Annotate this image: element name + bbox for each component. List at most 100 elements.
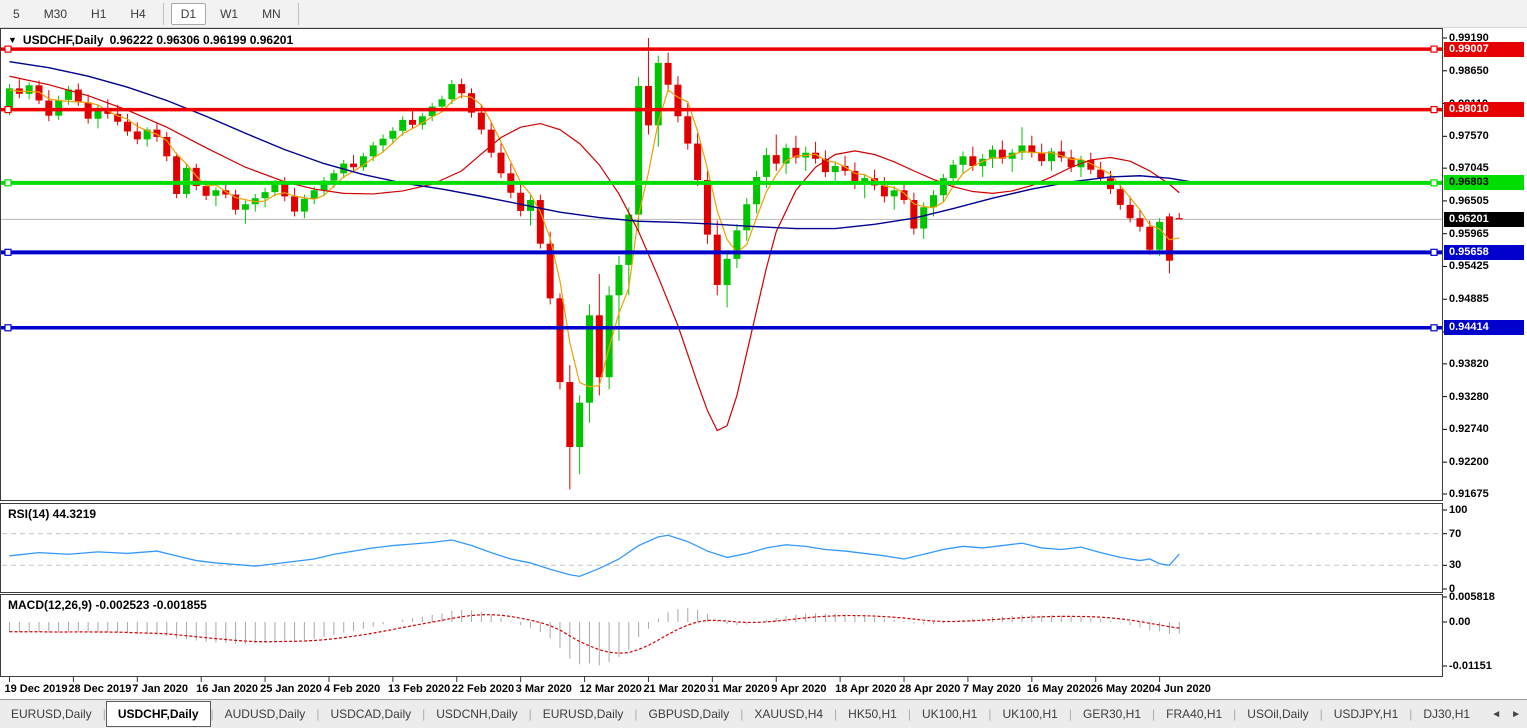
date-label-31-mar-2020: 31 Mar 2020 [707,683,770,695]
tab-uk100-h1[interactable]: UK100,H1 [1002,707,1058,721]
tab-separator: | [1409,707,1413,721]
tab-scroll-left-icon[interactable]: ◄ [1491,708,1502,720]
date-label-28-dec-2019: 28 Dec 2019 [68,683,132,695]
price-badge-0.99007: 0.99007 [1444,41,1524,57]
tab-fra40-h1[interactable]: FRA40,H1 [1166,707,1223,721]
rsi-panel[interactable] [0,503,1443,593]
price-badge-0.94414: 0.94414 [1444,320,1524,336]
chart-title: ▼ USDCHF,Daily 0.96222 0.96306 0.96199 0… [8,33,293,47]
tab-uk100-h1[interactable]: UK100,H1 [921,707,978,721]
date-label-7-may-2020: 7 May 2020 [962,683,1022,695]
tab-separator: | [1319,707,1323,721]
price-axis-label-0.92200: 0.92200 [1449,456,1489,469]
price-badge-0.96201: 0.96201 [1444,211,1524,227]
timeframe-button-m30[interactable]: M30 [43,6,68,21]
tab-separator: | [1068,707,1072,721]
macd-panel[interactable] [0,594,1443,677]
tab-audusd-daily[interactable]: AUDUSD,Daily [224,707,306,721]
instrument-tabbar: EURUSD,Daily | USDCHF,Daily | AUDUSD,Daily | U… [0,699,1527,728]
date-label-21-mar-2020: 21 Mar 2020 [643,683,706,695]
chart-symbol-period: USDCHF,Daily [22,33,104,47]
macd-axis-label-0-00: 0.00 [1449,616,1471,628]
tab-eurusd-daily[interactable]: EURUSD,Daily [542,707,624,721]
timeframe-button-w1[interactable]: W1 [220,6,239,21]
tab-separator: | [634,707,638,721]
main-chart-panel[interactable] [0,28,1443,501]
date-label-22-feb-2020: 22 Feb 2020 [451,683,515,695]
price-axis-label-0.99190: 0.99190 [1449,32,1489,44]
price-axis-label-0.92740: 0.92740 [1449,423,1489,436]
price-badge-0.96803: 0.96803 [1444,175,1524,191]
date-label-13-feb-2020: 13 Feb 2020 [387,683,451,695]
price-axis-label-0.96505: 0.96505 [1449,194,1489,207]
toolbar-separator [162,2,164,25]
tab-separator: | [907,707,911,721]
timeframe-toolbar: 5 M30 H1 H4 D1 W1 MN [0,0,1527,28]
price-axis-label-0.93280: 0.93280 [1449,390,1489,403]
tab-separator: | [316,707,320,721]
chart-dropdown-icon[interactable]: ▼ [8,35,17,45]
date-label-25-jan-2020: 25 Jan 2020 [260,683,322,695]
date-label-19-dec-2019: 19 Dec 2019 [4,683,68,695]
tab-hk50-h1[interactable]: HK50,H1 [848,707,897,721]
tab-separator: | [834,707,838,721]
price-axis-label-0.97570: 0.97570 [1449,130,1489,143]
tab-separator: | [422,707,426,721]
date-label-12-mar-2020: 12 Mar 2020 [579,683,642,695]
price-axis-label-0.95965: 0.95965 [1449,227,1489,240]
tab-ger30-h1[interactable]: GER30,H1 [1082,707,1142,721]
tab-separator: | [528,707,532,721]
macd-indicator-label: MACD(12,26,9) -0.002523 -0.001855 [8,598,207,612]
price-axis-label-0.94345: 0.94345 [1449,325,1489,338]
price-axis-label-0.98110: 0.98110 [1449,97,1489,110]
price-axis-label-0.94885: 0.94885 [1449,293,1489,306]
price-axis-label-0.91675: 0.91675 [1449,488,1489,500]
date-label-16-may-2020: 16 May 2020 [1026,683,1092,695]
timeframe-button-5[interactable]: 5 [13,6,20,21]
rsi-indicator-label: RSI(14) 44.3219 [8,507,97,521]
date-label-4-feb-2020: 4 Feb 2020 [323,683,381,695]
date-label-16-jan-2020: 16 Jan 2020 [196,683,258,695]
price-badge-0.95658: 0.95658 [1444,244,1524,260]
date-label-7-jan-2020: 7 Jan 2020 [132,683,188,695]
date-label-3-mar-2020: 3 Mar 2020 [515,683,572,695]
tab-scroll-right-icon[interactable]: ► [1511,708,1521,720]
timeframe-button-h4[interactable]: H4 [130,6,146,21]
tab-usdchf-daily[interactable]: USDCHF,Daily [105,701,211,727]
timeframe-button-mn[interactable]: MN [262,6,281,21]
tab-usdjpy-h1[interactable]: USDJPY,H1 [1333,707,1399,721]
price-axis-label-0.93820: 0.93820 [1449,357,1489,370]
timeframe-button-h1[interactable]: H1 [91,6,107,21]
tab-separator: | [988,707,992,721]
price-axis-label-0.98650: 0.98650 [1449,64,1489,77]
tab-gbpusd-daily[interactable]: GBPUSD,Daily [648,707,730,721]
tab-separator: | [740,707,744,721]
tab-usoil-daily[interactable]: USOil,Daily [1247,707,1309,721]
macd-axis-label-0-005818: 0.005818 [1449,590,1495,603]
rsi-axis-label-0: 0 [1449,583,1456,595]
tab-eurusd-daily[interactable]: EURUSD,Daily [11,707,92,721]
rsi-axis-label-70: 70 [1449,527,1462,540]
date-label-4-jun-2020: 4 Jun 2020 [1154,683,1211,695]
price-axis-label-0.95425: 0.95425 [1449,260,1489,273]
tab-separator: | [210,707,214,721]
macd-axis-label-0-01151: -0.01151 [1449,660,1492,672]
price-badge-0.98010: 0.98010 [1444,102,1524,118]
tab-usdcnh-daily[interactable]: USDCNH,Daily [436,707,518,721]
date-label-18-apr-2020: 18 Apr 2020 [835,683,897,695]
chart-ohlc-values: 0.96222 0.96306 0.96199 0.96201 [109,33,294,47]
timeframe-button-d1[interactable]: D1 [170,2,207,25]
tab-separator: | [102,707,106,721]
price-axis-label-0.97045: 0.97045 [1449,162,1489,175]
date-label-9-apr-2020: 9 Apr 2020 [771,683,827,695]
date-label-28-apr-2020: 28 Apr 2020 [899,683,961,695]
tab-dj30-h1[interactable]: DJ30,H1 [1423,707,1471,721]
tab-xauusd-h4[interactable]: XAUUSD,H4 [754,707,824,721]
rsi-axis-label-30: 30 [1449,559,1462,572]
tab-scroll-arrows: ◄ ► [1491,700,1521,728]
tab-usdcad-daily[interactable]: USDCAD,Daily [330,707,412,721]
tab-separator: | [1233,707,1237,721]
date-label-26-may-2020: 26 May 2020 [1090,683,1155,695]
toolbar-separator [297,2,299,25]
